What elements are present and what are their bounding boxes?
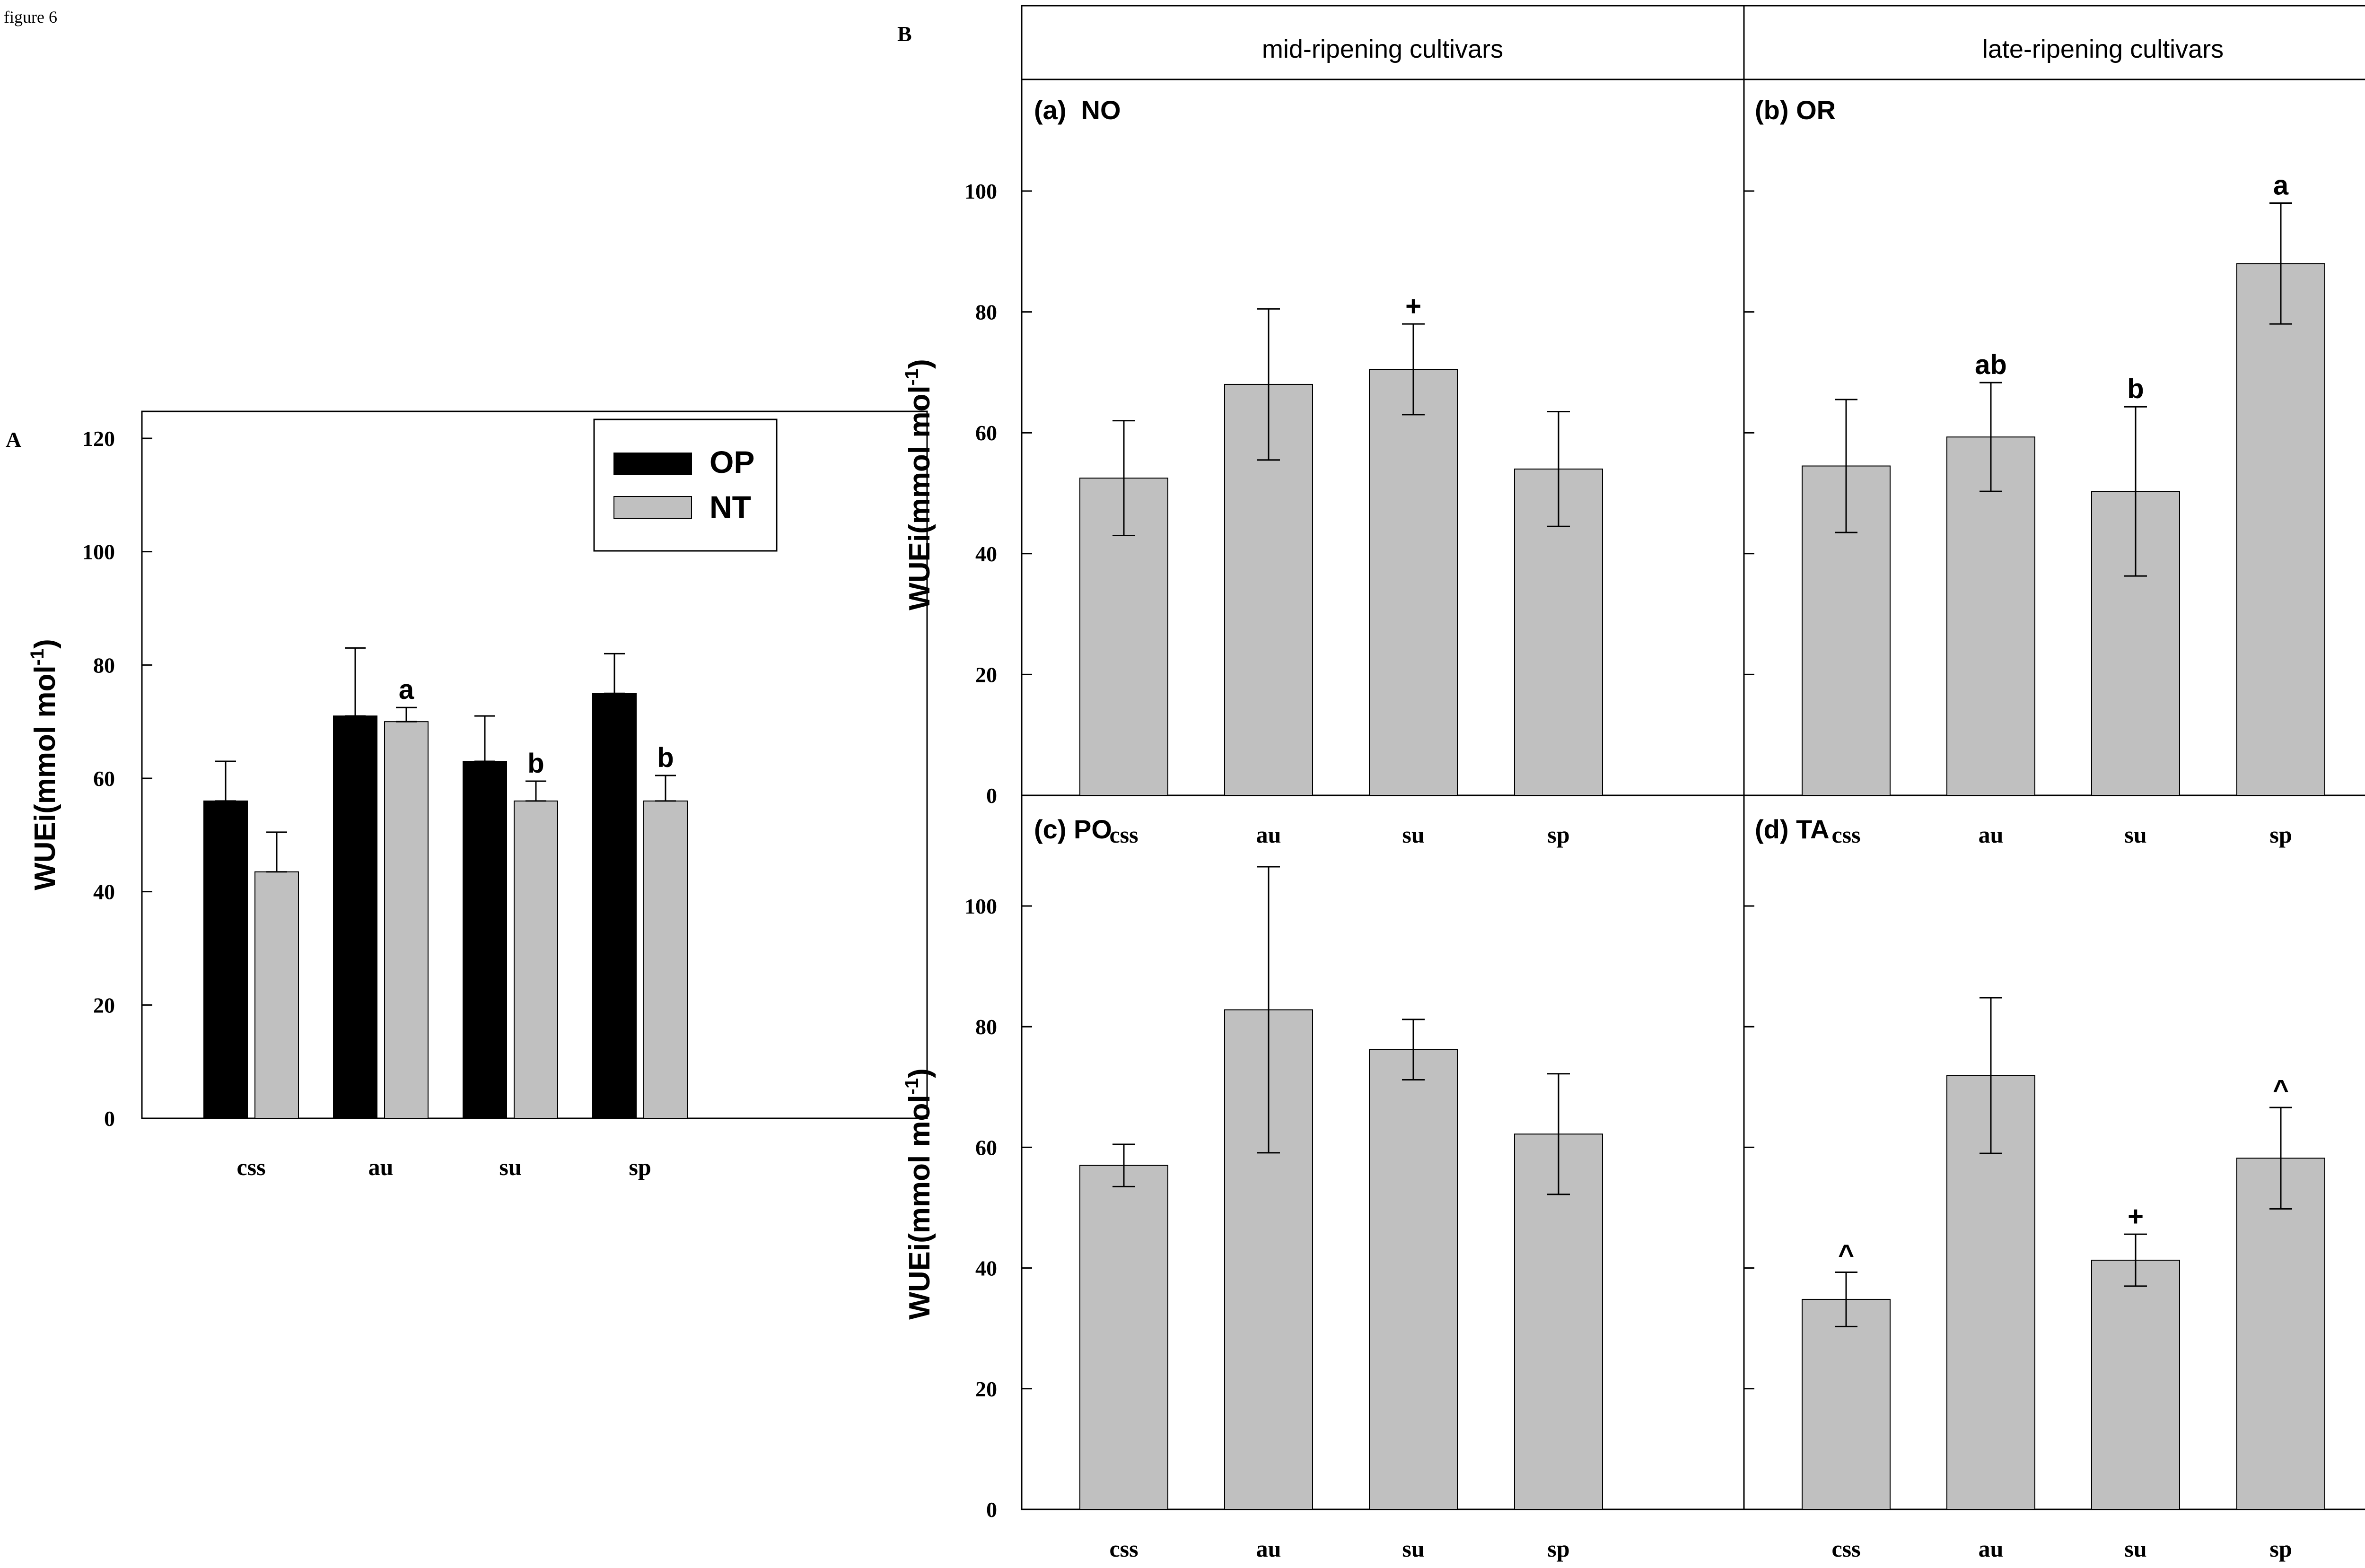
bar-nt-sp [643,800,688,1119]
panel-b-label: B [897,22,912,46]
panel-a-y-tick-label: 40 [93,880,115,904]
figure-label: figure 6 [4,8,57,26]
bar-panel-3-sp [2236,1158,2325,1510]
bar-op-sp [592,693,637,1119]
bar-panel-2-su [1369,1049,1458,1510]
bar-op-au [333,715,377,1119]
panel-b-y-tick-label: 0 [986,1498,997,1522]
panel-b-y-tick-label: 100 [964,894,997,918]
significance-mark: a [2273,170,2289,201]
subpanel-label-po: (c) PO [1034,814,1112,844]
bar-panel-1-sp [2236,263,2325,796]
panel-a-y-tick-label: 120 [82,427,115,451]
subpanel-label-ta: (d) TA [1755,814,1830,844]
panel-b-top-y-axis-label: WUEi(mmol mol-1) [902,359,936,610]
panel-a-y-tick-label: 20 [93,993,115,1017]
panel-a: A 0 20 40 60 80 100 120 css au su sp a b b WUEi(mmo… [6,410,928,1180]
panel-b-x-tick-label: su [2124,821,2146,848]
bar-panel-1-au [1946,436,2035,796]
panel-b-y-tick-label: 100 [964,179,997,203]
panel-b-frame [1021,5,2365,1510]
subpanel-label-or: (b) OR [1755,95,1836,125]
significance-letter: b [657,742,674,773]
legend-label-op: OP [710,444,754,479]
significance-mark: b [2127,374,2144,404]
bar-panel-0-su [1369,369,1458,796]
panel-a-x-tick-label: su [499,1154,521,1180]
bar-op-su [463,761,507,1119]
bar-nt-au [384,721,429,1119]
bar-panel-3-su [2091,1260,2180,1510]
panel-b-y-tick-label: 40 [975,542,997,566]
column-header-mid: mid-ripening cultivars [1262,35,1503,63]
significance-mark: ^ [1838,1239,1854,1270]
bar-panel-2-sp [1514,1133,1603,1510]
panel-b-x-tick-label: sp [2269,1535,2292,1562]
panel-b-y-tick-label: 40 [975,1256,997,1281]
panel-a-x-tick-label: css [236,1154,265,1180]
panel-a-label: A [6,427,21,452]
panel-a-y-tick-label: 100 [82,540,115,564]
panel-b-x-tick-label: css [1109,1535,1138,1562]
panel-b-y-tick-label: 0 [986,784,997,808]
panel-a-x-tick-label: au [368,1154,394,1180]
legend-label-nt: NT [710,489,751,524]
panel-b-y-tick-label: 60 [975,421,997,445]
bar-nt-su [514,800,558,1119]
panel-a-x-ticks: css au su sp [236,1154,651,1180]
panel-b-x-tick-label: sp [1547,1535,1569,1562]
panel-b-x-tick-label: au [1979,821,2004,848]
panel-b-x-tick-label: au [1256,1535,1281,1562]
panel-b-x-tick-label: su [1402,1535,1424,1562]
panel-b-y-tick-label: 80 [975,300,997,324]
bar-nt-css [254,871,299,1119]
panel-b-y-tick-label: 20 [975,1377,997,1401]
panel-b-x-tick-label: sp [2269,821,2292,848]
panel-a-bars: a b b [203,647,688,1119]
legend-swatch-nt [613,496,692,519]
panel-a-x-tick-label: sp [629,1154,651,1180]
panel-b-x-tick-label: css [1831,821,1860,848]
panel-b-marks: 0 20 40 60 80 100 css au su + sp css au ab su b sp a 0 20 40… [964,170,2325,1562]
panel-b: B mid-ripening cultivars late-ripening c… [897,5,2365,1562]
subpanel-label-no: (a) NO [1034,95,1121,125]
panel-b-x-tick-label: sp [1547,821,1569,848]
panel-b-x-tick-label: au [1256,821,1281,848]
legend-swatch-op [613,453,692,475]
panel-a-y-ticks: 0 20 40 60 80 100 120 [82,427,152,1131]
panel-b-y-tick-label: 80 [975,1015,997,1039]
panel-b-bottom-y-axis-label: WUEi(mmol mol-1) [902,1068,936,1320]
significance-mark: + [1405,291,1421,322]
panel-a-legend: OP NT [593,418,778,552]
bar-op-css [203,800,248,1119]
panel-b-x-tick-label: css [1831,1535,1860,1562]
panel-a-y-tick-label: 60 [93,767,115,791]
legend-box [593,418,778,552]
panel-b-x-tick-label: au [1979,1535,2004,1562]
significance-letter: a [399,674,414,705]
panel-a-y-tick-label: 80 [93,653,115,677]
panel-a-y-axis-label: WUEi(mmol mol-1) [27,639,61,890]
panel-a-y-tick-label: 0 [104,1106,115,1131]
column-header-late: late-ripening cultivars [1982,35,2224,63]
panel-b-y-tick-label: 60 [975,1135,997,1159]
bar-panel-2-css [1079,1165,1168,1510]
significance-letter: b [527,748,544,779]
significance-mark: ^ [2273,1074,2289,1105]
bar-panel-3-css [1802,1298,1891,1510]
significance-mark: + [2128,1201,2144,1232]
panel-b-x-tick-label: su [2124,1535,2146,1562]
significance-mark: ab [1975,349,2007,380]
panel-b-x-tick-label: css [1109,821,1138,848]
panel-b-y-tick-label: 20 [975,662,997,687]
panel-b-x-tick-label: su [1402,821,1424,848]
